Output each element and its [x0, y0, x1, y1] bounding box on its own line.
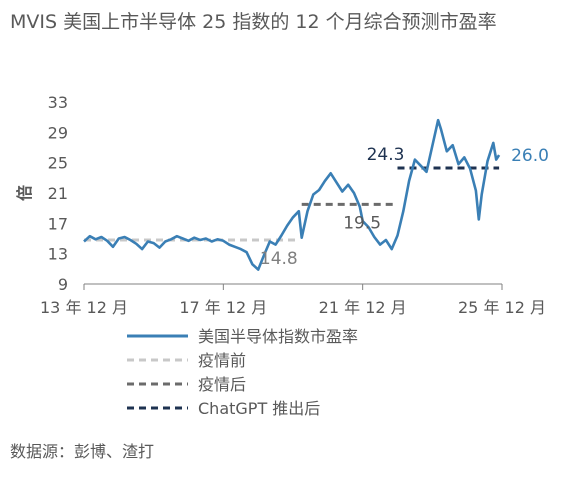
legend-label-1: 疫情前 [198, 351, 246, 370]
y-tick-label: 25 [48, 154, 68, 173]
chart-axes: 倍 9 13 17 21 25 29 33 13 年 12 月 17 年 12 月 21 年 12 … [15, 93, 546, 317]
reference-label-1: 14.8 [260, 249, 298, 269]
chart-source: 数据源：彭博、渣打 [10, 442, 155, 461]
y-tick-label: 29 [48, 123, 68, 142]
x-tick-label: 13 年 12 月 [40, 298, 128, 317]
y-tick-label: 9 [58, 275, 68, 294]
y-tick-label: 13 [48, 245, 68, 264]
series-line-pe [83, 118, 501, 271]
legend-label-0: 美国半导体指数市盈率 [198, 327, 358, 346]
y-axis-label: 倍 [15, 185, 34, 201]
x-tick-label: 17 年 12 月 [179, 298, 267, 317]
legend-label-3: ChatGPT 推出后 [198, 399, 320, 418]
reference-label-3: 24.3 [367, 145, 405, 165]
y-tick-label: 21 [48, 184, 68, 203]
legend-label-2: 疫情后 [198, 375, 246, 394]
end-value-label: 26.0 [511, 146, 549, 166]
x-tick-label: 25 年 12 月 [458, 298, 546, 317]
x-tick-label: 21 年 12 月 [319, 298, 407, 317]
y-tick-label: 33 [48, 93, 68, 112]
chart-marks: 14.8 19.5 24.3 26.0 [83, 118, 549, 271]
reference-label-2: 19.5 [343, 213, 381, 233]
y-tick-label: 17 [48, 214, 68, 233]
chart-title: MVIS 美国上市半导体 25 指数的 12 个月综合预测市盈率 [10, 11, 497, 33]
